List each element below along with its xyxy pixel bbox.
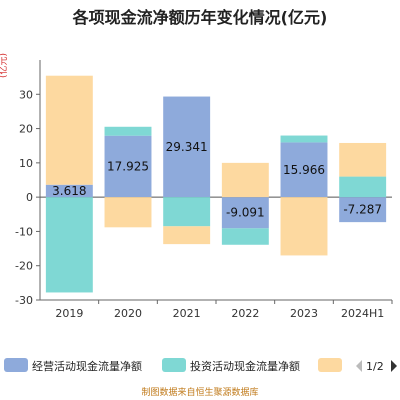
y-tick-label: -20: [15, 260, 33, 273]
x-tick-label-2022: 2022: [231, 307, 259, 320]
x-tick-label-2020: 2020: [114, 307, 142, 320]
bar-series1-2024H1: [339, 197, 387, 223]
data-label-2021: 29.341: [166, 140, 208, 154]
data-label-2019: 3.618: [52, 184, 86, 198]
bar-series1-2019: [45, 184, 93, 198]
y-tick-label: -10: [15, 225, 33, 238]
bar-series3-2019: [45, 75, 93, 185]
bar-series3-2020: [104, 197, 152, 228]
y-axis-unit: (亿元): [0, 53, 9, 78]
legend-swatch-2: [162, 358, 186, 372]
bar-series1-2023: [280, 142, 328, 198]
x-tick-label-2023: 2023: [290, 307, 318, 320]
bar-series1-2020: [104, 135, 152, 198]
bar-series2-2020: [104, 126, 152, 136]
legend[interactable]: 经营活动现金流量净额 投资活动现金流量净额 1/2: [4, 358, 397, 373]
y-tick-label: 20: [19, 123, 33, 136]
legend-page-indicator: 1/2: [366, 360, 384, 373]
bar-series3-2021: [163, 226, 211, 245]
bar-series3-2022: [221, 162, 269, 198]
bar-series1-2021: [163, 96, 211, 198]
bar-series2-2019: [45, 197, 93, 293]
legend-swatch-1: [4, 358, 28, 372]
legend-swatch-3: [318, 358, 342, 372]
legend-prev-arrow-icon[interactable]: [356, 360, 362, 372]
legend-label-1[interactable]: 经营活动现金流量净额: [32, 359, 142, 373]
legend-next-arrow-icon[interactable]: [391, 360, 397, 372]
y-tick-label: 0: [26, 191, 33, 204]
source-note: 制图数据来自恒生聚源数据库: [141, 386, 258, 398]
plot-area: -30 -20 -10 0 10 20 30 3.618 2019 17.925 2020 29.34…: [15, 60, 393, 320]
x-tick-label-2019: 2019: [55, 307, 83, 320]
bar-series3-2023: [280, 197, 328, 256]
data-label-2020: 17.925: [107, 159, 149, 173]
bar-series3-2024H1: [339, 142, 387, 177]
y-tick-label: 10: [19, 157, 33, 170]
legend-label-2[interactable]: 投资活动现金流量净额: [190, 359, 300, 373]
x-tick-label-2021: 2021: [173, 307, 201, 320]
bar-series2-2022: [221, 228, 269, 245]
bar-series2-2023: [280, 135, 328, 143]
data-label-2023: 15.966: [283, 163, 325, 177]
bar-series1-2022: [221, 197, 269, 229]
bar-series2-2024H1: [339, 176, 387, 198]
bar-series2-2021: [163, 197, 211, 227]
y-tick-label: 30: [19, 88, 33, 101]
data-label-2022: -9.091: [226, 206, 265, 220]
x-tick-label-2024H1: 2024H1: [341, 307, 384, 320]
chart-title: 各项现金流净额历年变化情况(亿元): [72, 8, 328, 27]
data-label-2024H1: -7.287: [343, 203, 382, 217]
y-tick-label: -30: [15, 294, 33, 307]
